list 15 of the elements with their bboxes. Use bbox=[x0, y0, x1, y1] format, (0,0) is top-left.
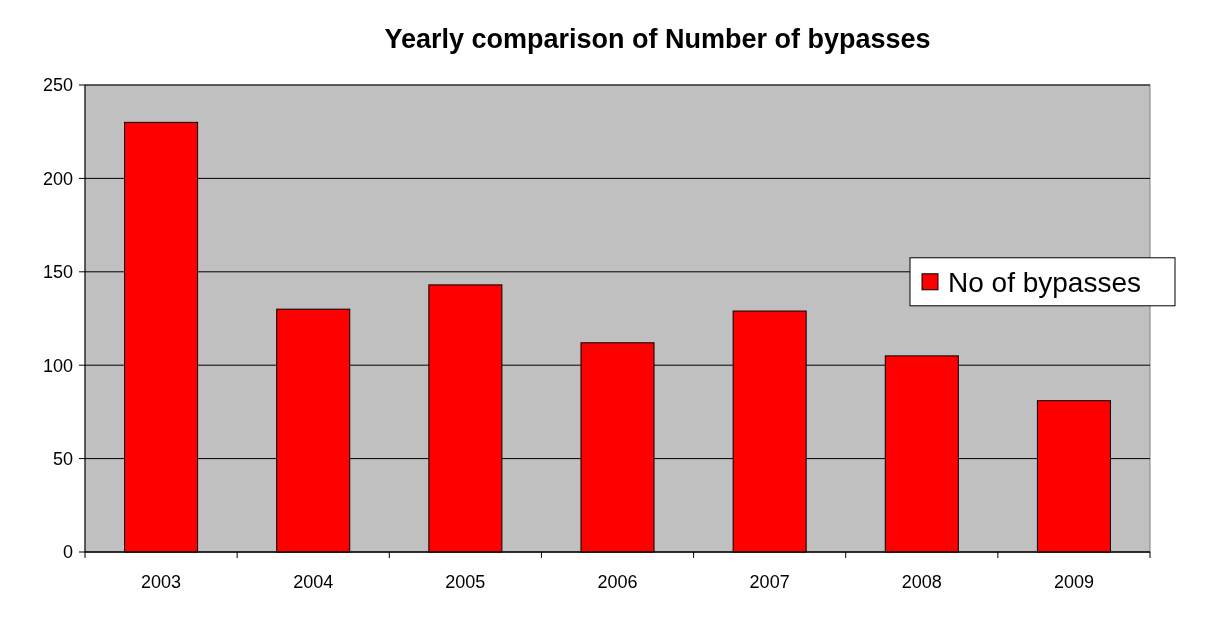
y-tick-label: 250 bbox=[42, 75, 73, 96]
y-tick-label: 100 bbox=[42, 355, 73, 376]
chart-title: Yearly comparison of Number of bypasses bbox=[384, 24, 931, 54]
y-tick-label: 150 bbox=[42, 262, 73, 283]
x-tick-label: 2004 bbox=[293, 572, 334, 592]
x-tick-label: 2007 bbox=[749, 572, 790, 592]
x-tick-label: 2003 bbox=[141, 572, 182, 592]
y-tick-label: 50 bbox=[52, 448, 73, 469]
x-tick-label: 2009 bbox=[1053, 572, 1094, 592]
y-tick-label: 200 bbox=[42, 168, 73, 189]
x-tick-label: 2006 bbox=[597, 572, 638, 592]
x-tick-label: 2005 bbox=[445, 572, 486, 592]
legend-label: No of bypasses bbox=[948, 266, 1141, 298]
y-tick-label: 0 bbox=[62, 542, 73, 563]
x-tick-label: 2008 bbox=[901, 572, 942, 592]
